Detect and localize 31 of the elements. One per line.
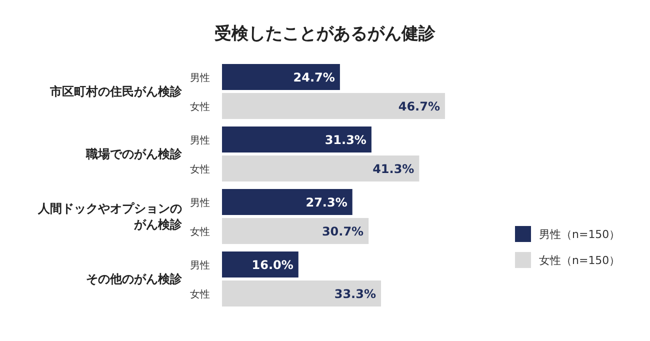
bar [222, 252, 298, 278]
y-tick-label: 市区町村の住民がん検診 [49, 84, 183, 98]
data-label: 33.3% [334, 286, 376, 301]
bar [222, 189, 352, 215]
y-tick-label: 職場でのがん検診 [85, 146, 183, 161]
text: 女性 [190, 288, 210, 300]
text: 女性 [190, 226, 210, 238]
data-label: 41.3% [372, 162, 414, 176]
y-tick-label: 人間ドックやオプションのがん検診 [37, 201, 183, 232]
text: 女性 [190, 163, 210, 176]
bar [222, 280, 382, 306]
text: 男性 [190, 72, 210, 84]
data-label: 16.0% [252, 258, 294, 272]
text: 男性 [190, 196, 210, 209]
bar [222, 156, 420, 182]
text: 男性 [190, 259, 210, 272]
text: 男性 [190, 134, 210, 146]
legend-label: 女性（n=150） [539, 252, 620, 268]
text: 女性 [190, 100, 210, 113]
y-tick-label: その他のがん検診 [86, 272, 183, 286]
legend-label: 男性（n=150） [539, 226, 620, 242]
data-label: 46.7% [398, 99, 440, 114]
bar [222, 93, 445, 119]
data-label: 31.3% [324, 132, 366, 147]
bar [222, 218, 369, 244]
chart-title: 受検したことがあるがん健診 [214, 23, 436, 45]
data-label: 24.7% [293, 70, 335, 84]
data-label: 30.7% [322, 224, 364, 238]
bar [222, 126, 372, 152]
bar [222, 64, 340, 90]
data-label: 27.3% [306, 195, 348, 210]
